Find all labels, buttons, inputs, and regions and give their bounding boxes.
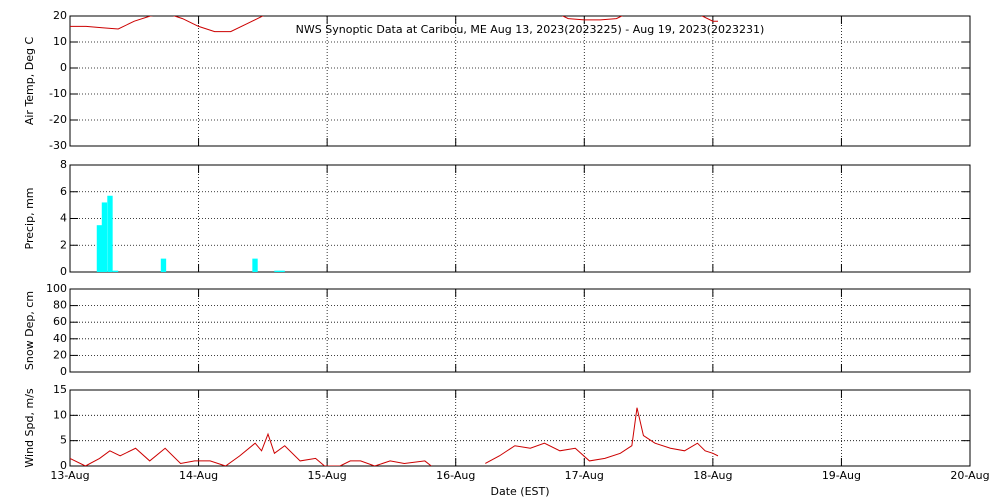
bar	[274, 270, 280, 272]
y-tick-label: -30	[49, 139, 67, 152]
y-axis-label: Wind Spd, m/s	[23, 388, 36, 468]
x-tick-label: 19-Aug	[822, 469, 861, 482]
y-tick-label: 10	[53, 408, 67, 421]
plot-frame	[69, 389, 971, 467]
x-tick-label: 18-Aug	[693, 469, 732, 482]
plot-frame	[69, 15, 971, 147]
plot-frame	[69, 288, 971, 373]
y-tick-label: 15	[53, 383, 67, 396]
x-axis-label: Date (EST)	[490, 485, 549, 498]
y-tick-label: 0	[60, 265, 67, 278]
x-tick-label: 17-Aug	[565, 469, 604, 482]
y-tick-label: 4	[60, 212, 67, 225]
bar	[101, 202, 108, 272]
x-tick-label: 14-Aug	[179, 469, 218, 482]
y-tick-label: 5	[60, 434, 67, 447]
bar	[252, 258, 258, 272]
y-axis-label: Air Temp, Deg C	[23, 37, 36, 126]
x-tick-label: 13-Aug	[50, 469, 89, 482]
y-tick-label: -10	[49, 87, 67, 100]
y-tick-label: 0	[60, 365, 67, 378]
y-tick-label: 20	[53, 348, 67, 361]
y-tick-label: 0	[60, 61, 67, 74]
y-tick-label: 80	[53, 299, 67, 312]
y-tick-label: 40	[53, 332, 67, 345]
x-tick-label: 16-Aug	[436, 469, 475, 482]
bar	[160, 258, 167, 272]
x-tick-label: 20-Aug	[950, 469, 989, 482]
y-tick-label: 2	[60, 238, 67, 251]
bar	[279, 270, 285, 272]
bar	[112, 270, 119, 272]
data-line	[70, 407, 719, 466]
y-axis-label: Snow Dep, cm	[23, 291, 36, 370]
y-tick-label: 10	[53, 35, 67, 48]
y-tick-label: 60	[53, 315, 67, 328]
chart-title: NWS Synoptic Data at Caribou, ME Aug 13,…	[296, 23, 765, 36]
y-tick-label: 20	[53, 9, 67, 22]
bar	[96, 225, 103, 272]
y-tick-label: 100	[46, 282, 67, 295]
y-tick-label: -20	[49, 113, 67, 126]
x-tick-label: 15-Aug	[308, 469, 347, 482]
bar	[107, 195, 113, 272]
y-tick-label: 6	[60, 185, 67, 198]
data-line	[70, 16, 718, 33]
y-axis-label: Precip, mm	[23, 188, 36, 250]
y-tick-label: 0	[60, 459, 67, 472]
plot-frame	[69, 164, 971, 273]
y-tick-label: 8	[60, 158, 67, 171]
